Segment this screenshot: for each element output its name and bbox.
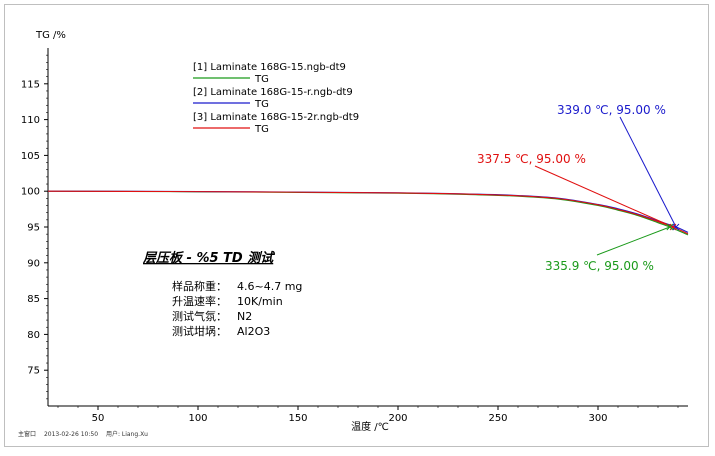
y-tick-label: 85: [27, 294, 40, 305]
condition-atmosphere-value: N2: [237, 310, 252, 323]
x-tick-label: 150: [288, 413, 307, 424]
x-tick-label: 300: [588, 413, 607, 424]
series-layer: [47, 190, 689, 236]
annotation-label-1: 339.0 ℃, 95.00 %: [557, 103, 666, 117]
series-line-1: [47, 190, 689, 236]
legend-sub-3: TG: [254, 124, 269, 135]
y-tick-label: 105: [21, 151, 40, 162]
annotation-marker-1-b: [672, 223, 680, 231]
legend-entry-1: [1] Laminate 168G-15.ngb-dt9: [193, 62, 346, 73]
annotation-marker-2-b: [669, 223, 677, 231]
legend: [1] Laminate 168G-15.ngb-dt9 TG [2] Lami…: [193, 62, 359, 135]
y-tick-label: 115: [21, 79, 40, 90]
legend-sub-1: TG: [254, 74, 269, 85]
annotation-leader-3: [596, 226, 670, 256]
series-line-2: [47, 190, 689, 233]
y-tick-label: 110: [21, 115, 40, 126]
condition-crucible-label: 测试坩埚：: [172, 324, 227, 338]
annotation-leader-2: [534, 165, 674, 228]
y-tick-label: 95: [27, 223, 40, 234]
condition-rate-label: 升温速率：: [172, 294, 227, 308]
y-tick-label: 90: [27, 258, 40, 269]
y-tick-label: 100: [21, 187, 40, 198]
y-ticks: 75 80 85 90 95 100 105 110 115: [21, 54, 48, 400]
condition-weight-label: 样品称重：: [172, 279, 227, 293]
x-ticks: 50 100 150 200 250 300: [57, 406, 679, 424]
x-tick-label: 50: [92, 413, 105, 424]
annotation-leader-1: [619, 116, 677, 228]
y-tick-label: 80: [27, 330, 40, 341]
y-axis-label: TG /%: [35, 30, 66, 41]
x-axis-label: 温度 /℃: [351, 420, 389, 433]
status-footer: 主窗口 2013-02-26 10:50 用户: Liang.Xu: [18, 429, 154, 438]
y-tick-label: 75: [27, 366, 40, 377]
annotation-label-2: 337.5 ℃, 95.00 %: [477, 152, 586, 166]
legend-entry-2: [2] Laminate 168G-15-r.ngb-dt9: [193, 87, 353, 98]
legend-sub-2: TG: [254, 99, 269, 110]
x-tick-label: 250: [488, 413, 507, 424]
annotation-marker-3-b: [666, 223, 674, 231]
legend-entry-3: [3] Laminate 168G-15-2r.ngb-dt9: [193, 112, 359, 123]
annotation-label-3: 335.9 ℃, 95.00 %: [545, 259, 654, 273]
chart-frame: [4, 4, 709, 447]
annotations: 339.0 ℃, 95.00 % 337.5 ℃, 95.00 % 335.9 ℃,…: [477, 103, 680, 273]
plot-title: 层压板 - %5 TD 测试: [142, 250, 275, 266]
condition-atmosphere-label: 测试气氛：: [172, 309, 227, 323]
condition-weight-value: 4.6~4.7 mg: [237, 280, 302, 293]
series-line-3: [47, 190, 689, 235]
condition-rate-value: 10K/min: [237, 295, 283, 308]
condition-crucible-value: Al2O3: [237, 325, 270, 338]
test-conditions: 样品称重： 4.6~4.7 mg 升温速率： 10K/min 测试气氛： N2 …: [172, 279, 302, 338]
footer-datetime: 2013-02-26 10:50: [43, 431, 99, 438]
x-tick-label: 200: [388, 413, 407, 424]
footer-user: 用户: Liang.Xu: [105, 431, 148, 438]
x-tick-label: 100: [188, 413, 207, 424]
footer-window: 主窗口: [18, 431, 37, 438]
